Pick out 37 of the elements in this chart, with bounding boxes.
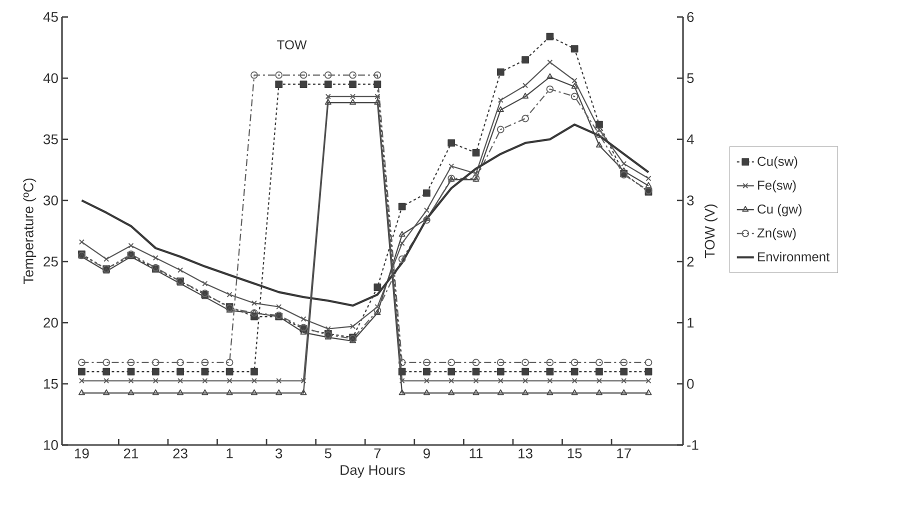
legend-label: Fe(sw): [758, 180, 796, 192]
y-tick-label: 25: [44, 256, 58, 267]
legend-label: Zn(sw): [757, 228, 796, 240]
y2-tick-label: 2: [687, 256, 694, 266]
y2-tick-label: 1: [688, 318, 694, 328]
y2-tick-label: 6: [687, 12, 694, 22]
y2-tick-label: 4: [686, 134, 694, 144]
x-tick-label: 21: [124, 448, 138, 458]
x-tick-label: 11: [470, 448, 483, 458]
y-tick-label: 20: [44, 318, 58, 328]
legend-label: Environment: [758, 252, 830, 262]
y-axis-title: Temperature (ºC): [23, 178, 36, 284]
legend-label: Cu (gw): [758, 204, 802, 216]
y2-tick-label: 0: [687, 378, 694, 389]
x-tick-label: 13: [518, 448, 532, 458]
x-tick-label: 15: [568, 448, 582, 458]
y2-axis-title: TOW (V): [704, 204, 718, 258]
annotation: TOW: [277, 40, 307, 50]
y-tick-label: 45: [43, 12, 58, 22]
y-tick-label: 30: [43, 195, 58, 206]
y-tick-label: 10: [44, 440, 58, 450]
y-tick-label: 35: [43, 134, 58, 144]
x-tick-label: 7: [374, 448, 381, 458]
y2-tick-label: 3: [687, 195, 694, 206]
x-tick-label: 9: [423, 448, 430, 458]
y-tick-label: 15: [44, 378, 58, 389]
x-tick-label: 5: [324, 448, 332, 458]
legend-label: Cu(sw): [758, 156, 798, 169]
x-tick-label: 23: [173, 448, 188, 458]
x-axis-title: Day Hours: [340, 465, 405, 478]
y2-tick-label: -1: [687, 440, 698, 450]
y2-tick-label: 5: [687, 73, 694, 84]
x-tick-label: 1: [226, 448, 233, 458]
x-tick-label: 19: [75, 448, 89, 458]
y-tick-label: 40: [43, 73, 58, 84]
x-tick-label: 3: [276, 448, 282, 458]
x-tick-label: 17: [617, 448, 631, 458]
